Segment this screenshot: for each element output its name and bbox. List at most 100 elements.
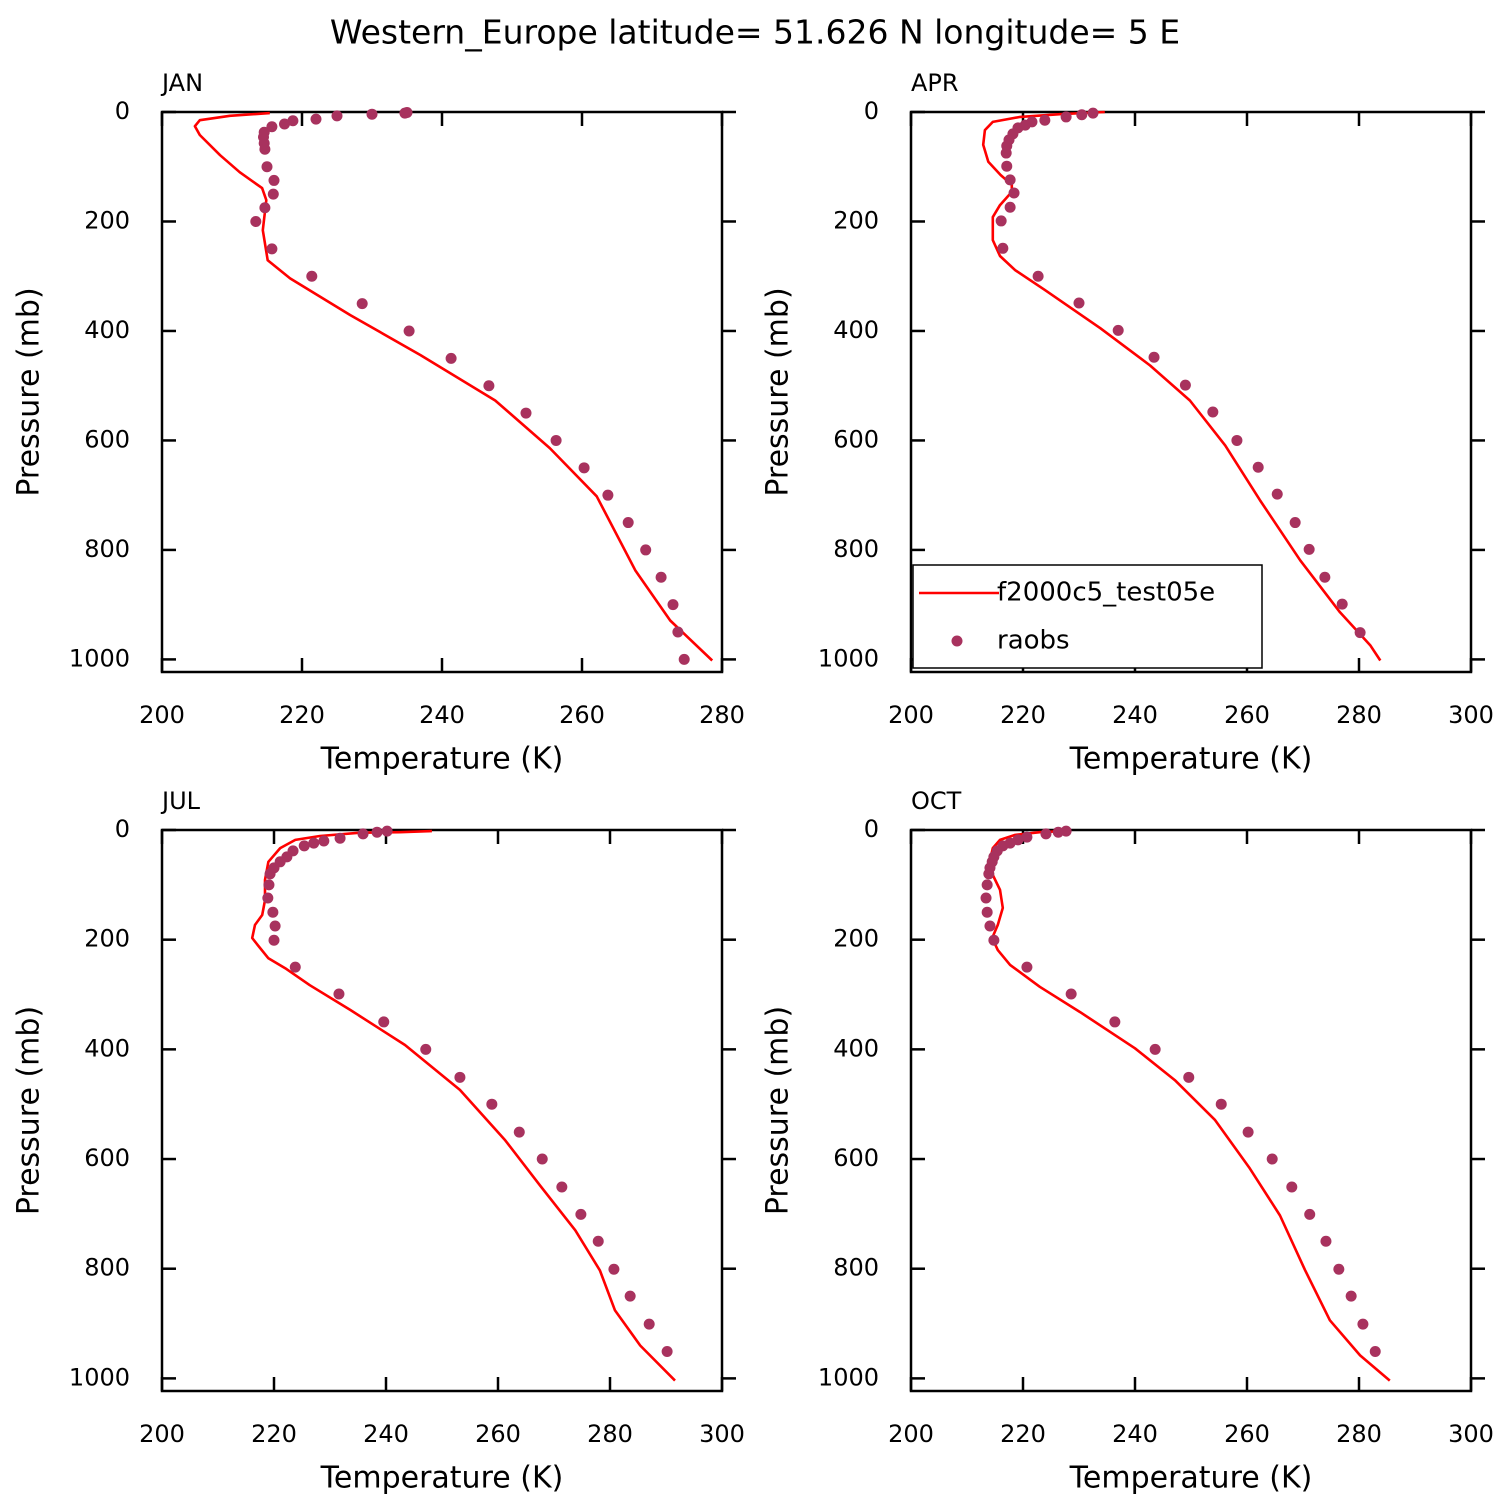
obs-dot bbox=[306, 270, 318, 282]
obs-dot bbox=[356, 298, 368, 310]
panel: JUL Temperature (K) Pressure (mb) 200 220 240… bbox=[12, 787, 745, 1496]
obs-dot bbox=[333, 988, 345, 1000]
obs-dot bbox=[1149, 1043, 1161, 1055]
model-line bbox=[250, 829, 676, 1382]
plot-frame bbox=[909, 828, 1473, 1393]
y-tick-label: 0 bbox=[864, 815, 879, 843]
obs-dot bbox=[403, 325, 415, 337]
panel: APR Temperature (K) Pressure (mb) 200 220 240… bbox=[761, 69, 1494, 777]
y-axis-label: Pressure (mb) bbox=[12, 1006, 47, 1215]
obs-dot bbox=[269, 920, 281, 932]
obs-dot bbox=[1179, 379, 1191, 391]
y-tick-label: 400 bbox=[84, 1034, 130, 1062]
x-tick-label: 200 bbox=[888, 1420, 934, 1448]
obs-dot bbox=[381, 825, 393, 837]
y-tick-label: 400 bbox=[84, 316, 130, 344]
panel: JAN Temperature (K) Pressure (mb) 200 220 240… bbox=[12, 69, 745, 777]
panel-title: JAN bbox=[160, 69, 203, 97]
y-tick-label: 0 bbox=[115, 97, 130, 125]
obs-dot bbox=[624, 1290, 636, 1302]
x-tick-label: 260 bbox=[475, 1420, 521, 1448]
obs-dot bbox=[1112, 324, 1124, 336]
y-tick-label: 200 bbox=[833, 925, 879, 953]
x-axis-label: Temperature (K) bbox=[320, 1461, 564, 1496]
obs-dot bbox=[1207, 406, 1219, 418]
y-tick-label: 0 bbox=[864, 97, 879, 125]
obs-dot bbox=[655, 571, 667, 583]
obs-dot bbox=[1021, 831, 1033, 843]
obs-dot bbox=[513, 1126, 525, 1138]
obs-dot bbox=[308, 837, 320, 849]
obs-dot bbox=[1266, 1153, 1278, 1165]
x-tick-label: 220 bbox=[279, 701, 325, 729]
obs-dot bbox=[378, 1016, 390, 1028]
obs-dot bbox=[983, 868, 995, 880]
obs-dot bbox=[1304, 1208, 1316, 1220]
obs-dot bbox=[1357, 1318, 1369, 1330]
x-tick-label: 200 bbox=[139, 701, 185, 729]
obs-dot bbox=[366, 108, 378, 120]
obs-dot bbox=[667, 599, 679, 611]
obs-dot bbox=[1369, 1346, 1381, 1358]
y-tick-label: 800 bbox=[833, 1254, 879, 1282]
obs-dot bbox=[298, 840, 310, 852]
obs-dot bbox=[268, 174, 280, 186]
obs-dot bbox=[556, 1181, 568, 1193]
obs-dot bbox=[981, 906, 993, 918]
obs-dot bbox=[1032, 270, 1044, 282]
obs-dot bbox=[643, 1318, 655, 1330]
obs-dot bbox=[608, 1263, 620, 1275]
x-tick-label: 240 bbox=[419, 701, 465, 729]
obs-dot bbox=[1303, 543, 1315, 555]
obs-dot bbox=[1336, 598, 1348, 610]
x-tick-label: 260 bbox=[559, 701, 605, 729]
obs-dot bbox=[268, 934, 280, 946]
obs-dot bbox=[980, 892, 992, 904]
obs-dot bbox=[1021, 961, 1033, 973]
obs-dot bbox=[981, 879, 993, 891]
obs-dot bbox=[331, 110, 343, 122]
obs-dot bbox=[1001, 160, 1013, 172]
obs-dot bbox=[1004, 174, 1016, 186]
obs-dot bbox=[1087, 107, 1099, 119]
obs-dot bbox=[445, 352, 457, 364]
obs-dot bbox=[678, 653, 690, 665]
obs-dot bbox=[1073, 297, 1085, 309]
obs-dot bbox=[264, 868, 276, 880]
y-axis-label: Pressure (mb) bbox=[12, 287, 47, 496]
obs-dot bbox=[1215, 1098, 1227, 1110]
x-tick-label: 260 bbox=[1224, 701, 1270, 729]
obs-dot bbox=[520, 407, 532, 419]
x-tick-label: 240 bbox=[1112, 701, 1158, 729]
obs-dot bbox=[1148, 351, 1160, 363]
x-tick-label: 220 bbox=[1000, 701, 1046, 729]
x-tick-label: 200 bbox=[888, 701, 934, 729]
figure-title: Western_Europe latitude= 51.626 N longit… bbox=[330, 13, 1180, 52]
y-tick-label: 400 bbox=[833, 316, 879, 344]
obs-dot bbox=[640, 544, 652, 556]
obs-dot bbox=[483, 380, 495, 392]
legend-label: f2000c5_test05e bbox=[997, 578, 1215, 608]
obs-dot bbox=[672, 626, 684, 638]
x-tick-label: 280 bbox=[1336, 701, 1382, 729]
obs-dot bbox=[357, 828, 369, 840]
y-tick-label: 600 bbox=[833, 425, 879, 453]
y-tick-label: 400 bbox=[833, 1034, 879, 1062]
obs-dot bbox=[287, 115, 299, 127]
y-tick-label: 1000 bbox=[818, 644, 879, 672]
x-tick-label: 240 bbox=[363, 1420, 409, 1448]
x-tick-label: 300 bbox=[1448, 701, 1494, 729]
y-tick-label: 200 bbox=[84, 206, 130, 234]
obs-dot bbox=[1008, 187, 1020, 199]
obs-dot bbox=[399, 107, 411, 119]
obs-dot bbox=[289, 961, 301, 973]
legend-label: raobs bbox=[997, 626, 1070, 656]
obs-dot bbox=[1000, 147, 1012, 159]
obs-dot bbox=[995, 215, 1007, 227]
plot-frame bbox=[909, 110, 1473, 674]
obs-dot bbox=[1065, 988, 1077, 1000]
obs-dot bbox=[259, 202, 271, 214]
legend-dot bbox=[951, 635, 963, 647]
y-tick-label: 200 bbox=[833, 206, 879, 234]
x-tick-label: 280 bbox=[587, 1420, 633, 1448]
